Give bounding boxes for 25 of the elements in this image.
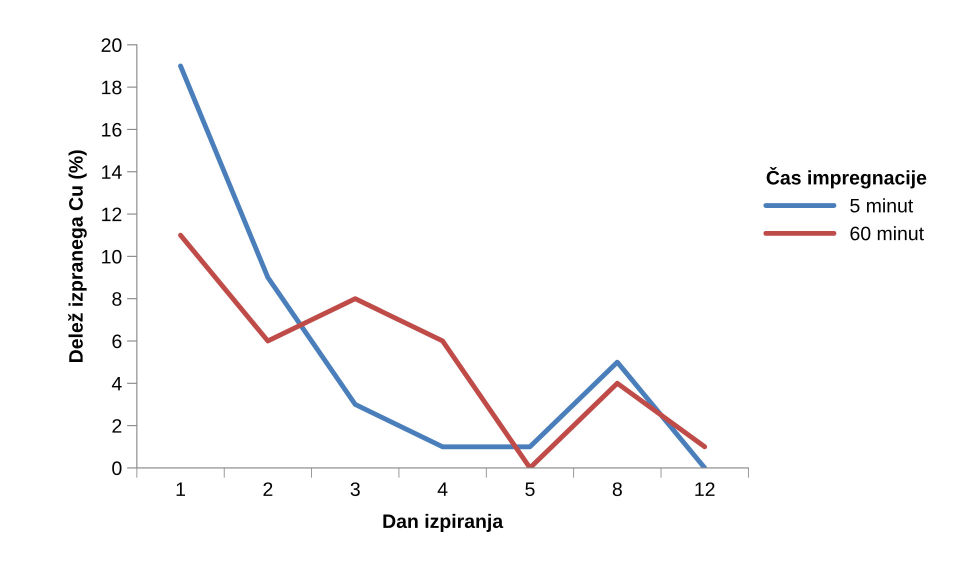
- y-tick-label: 6: [112, 334, 122, 348]
- x-tick-label: 4: [438, 482, 448, 496]
- x-tick-label: 5: [525, 482, 535, 496]
- y-tick-label: 16: [102, 122, 122, 137]
- y-tick-label: 4: [112, 376, 122, 390]
- x-tick-label: 8: [612, 482, 622, 496]
- x-axis-title: Dan izpiranja: [383, 514, 504, 532]
- line-series: [178, 232, 708, 468]
- y-tick-label: 10: [102, 250, 122, 264]
- y-tick-label: 18: [102, 80, 122, 94]
- y-tick-label: 8: [112, 292, 122, 306]
- y-tick-label: 2: [112, 419, 122, 433]
- y-tick-label: 12: [102, 208, 122, 222]
- y-tick-label: 20: [102, 38, 122, 52]
- line-series: [178, 64, 708, 468]
- x-tick-label: 1: [176, 482, 185, 496]
- y-axis-title: Delež izpranega Cu (%): [68, 150, 87, 362]
- x-tick-label: 3: [350, 482, 360, 496]
- legend-label: 60 minut: [850, 226, 924, 240]
- y-tick-label: 0: [112, 461, 122, 476]
- x-tick-label: 12: [695, 482, 715, 496]
- x-tick-label: 2: [263, 482, 272, 496]
- y-tick-label: 14: [102, 165, 122, 179]
- legend-label: 5 minut: [850, 198, 914, 213]
- legend-title: Čas impregnacije: [766, 166, 926, 189]
